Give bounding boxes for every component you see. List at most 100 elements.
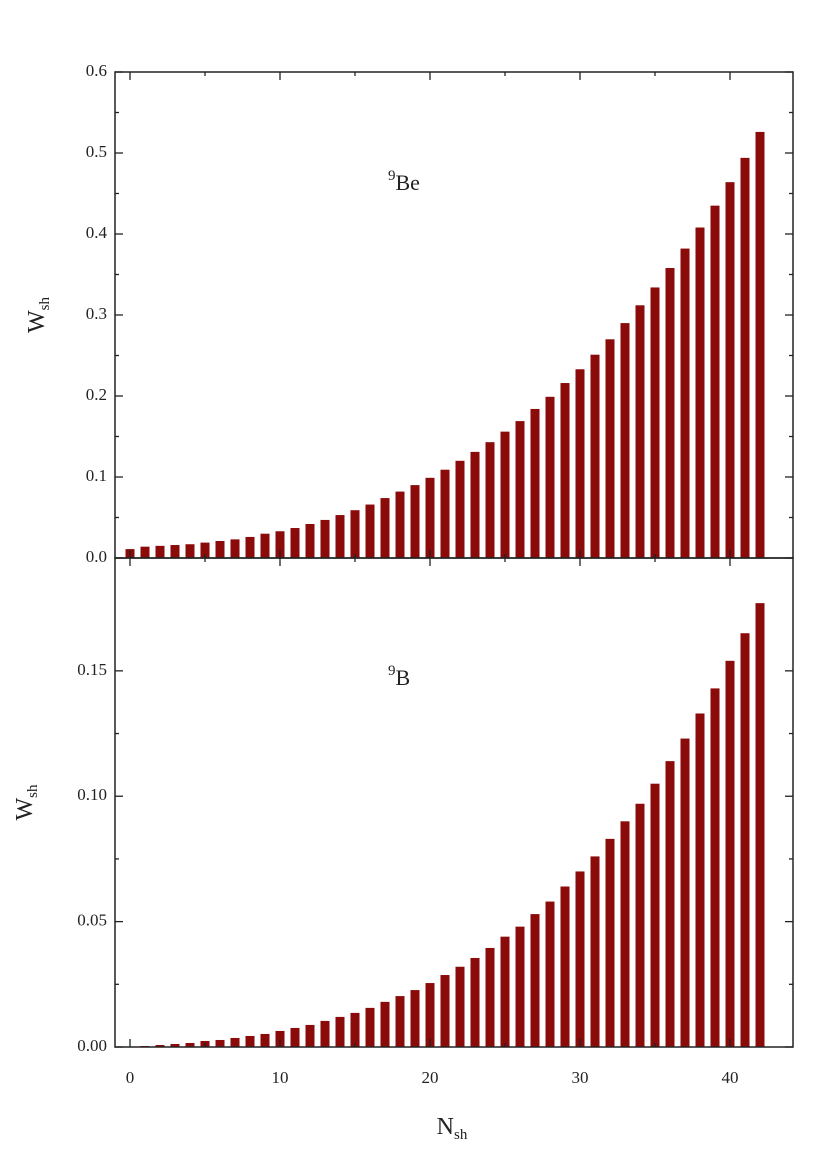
y-tick-label: 0.00 bbox=[77, 1036, 107, 1055]
bar bbox=[605, 838, 615, 1047]
bar bbox=[710, 205, 720, 558]
y-tick-label: 0.05 bbox=[77, 911, 107, 930]
x-axis-label-main: N bbox=[437, 1114, 454, 1140]
bar bbox=[425, 983, 435, 1047]
bar bbox=[305, 1024, 315, 1047]
bar bbox=[410, 485, 420, 558]
y-tick-label: 0.4 bbox=[86, 223, 108, 242]
bar bbox=[440, 469, 450, 558]
bar bbox=[500, 431, 510, 558]
bar bbox=[335, 515, 345, 558]
bar bbox=[665, 268, 675, 558]
bar bbox=[575, 871, 585, 1047]
annotation-text: B bbox=[396, 665, 411, 690]
bar bbox=[530, 408, 540, 558]
bar bbox=[590, 856, 600, 1047]
bar bbox=[245, 536, 255, 558]
bar bbox=[515, 926, 525, 1047]
y-tick-label: 0.0 bbox=[86, 547, 107, 566]
bar bbox=[395, 996, 405, 1047]
y-tick-label: 0.15 bbox=[77, 660, 107, 679]
bar bbox=[545, 901, 555, 1047]
bar bbox=[695, 227, 705, 558]
annotation: 9Be bbox=[388, 168, 420, 195]
bar bbox=[560, 886, 570, 1047]
bar bbox=[290, 528, 300, 558]
bar bbox=[530, 914, 540, 1047]
x-tick-label: 20 bbox=[422, 1068, 439, 1087]
y-tick-label: 0.5 bbox=[86, 142, 107, 161]
bar bbox=[335, 1016, 345, 1047]
bar bbox=[470, 451, 480, 558]
bar bbox=[605, 339, 615, 558]
bar bbox=[545, 396, 555, 558]
bar bbox=[635, 803, 645, 1047]
annotation-sup: 9 bbox=[388, 663, 396, 679]
bar bbox=[650, 783, 660, 1047]
x-axis-label-sub: sh bbox=[454, 1127, 468, 1143]
bar bbox=[620, 323, 630, 558]
bar bbox=[305, 523, 315, 558]
x-tick-label: 30 bbox=[572, 1068, 589, 1087]
y-axis-label-main: W bbox=[24, 310, 50, 333]
bar bbox=[575, 369, 585, 558]
bar bbox=[725, 660, 735, 1047]
bar bbox=[155, 545, 165, 558]
y-axis-label-sub: sh bbox=[37, 297, 53, 311]
bar bbox=[680, 248, 690, 558]
annotation: 9B bbox=[388, 663, 410, 690]
y-tick-label: 0.3 bbox=[86, 304, 107, 323]
bar bbox=[260, 533, 270, 558]
bar bbox=[590, 354, 600, 558]
x-tick-label: 0 bbox=[126, 1068, 135, 1087]
bar bbox=[350, 510, 360, 558]
bar bbox=[350, 1012, 360, 1047]
bar bbox=[275, 531, 285, 558]
y-tick-label: 0.6 bbox=[86, 61, 107, 80]
annotation-text: Be bbox=[396, 170, 420, 195]
bar bbox=[215, 1039, 225, 1047]
bar bbox=[455, 460, 465, 558]
bar bbox=[455, 966, 465, 1047]
bar bbox=[485, 442, 495, 558]
bar bbox=[695, 713, 705, 1047]
annotation-sup: 9 bbox=[388, 168, 396, 184]
bar bbox=[365, 1007, 375, 1047]
bar bbox=[380, 1001, 390, 1047]
bar bbox=[245, 1035, 255, 1047]
y-tick-label: 0.10 bbox=[77, 785, 107, 804]
bar bbox=[680, 738, 690, 1047]
bar bbox=[155, 1044, 165, 1047]
x-tick-label: 10 bbox=[272, 1068, 289, 1087]
bar bbox=[755, 131, 765, 558]
bar bbox=[665, 761, 675, 1047]
bar bbox=[395, 491, 405, 558]
y-tick-label: 0.1 bbox=[86, 466, 107, 485]
bar bbox=[410, 990, 420, 1047]
bar bbox=[320, 1020, 330, 1047]
bar bbox=[515, 421, 525, 558]
bar bbox=[710, 688, 720, 1047]
bar bbox=[230, 1037, 240, 1047]
bar bbox=[500, 936, 510, 1047]
bar bbox=[185, 544, 195, 558]
bar bbox=[230, 539, 240, 558]
bar bbox=[740, 157, 750, 559]
bar bbox=[485, 947, 495, 1047]
bar bbox=[755, 603, 765, 1047]
bar bbox=[725, 182, 735, 558]
bar bbox=[200, 542, 210, 558]
bar bbox=[380, 498, 390, 558]
bar bbox=[560, 383, 570, 558]
bar bbox=[320, 519, 330, 558]
bar bbox=[740, 633, 750, 1047]
x-axis-label: Nsh bbox=[437, 1114, 468, 1144]
bar bbox=[170, 545, 180, 558]
bar bbox=[635, 305, 645, 558]
bar bbox=[170, 1043, 180, 1047]
bar bbox=[260, 1033, 270, 1047]
bar bbox=[290, 1027, 300, 1047]
bar bbox=[275, 1030, 285, 1047]
y-axis-label-sub: sh bbox=[25, 784, 41, 798]
